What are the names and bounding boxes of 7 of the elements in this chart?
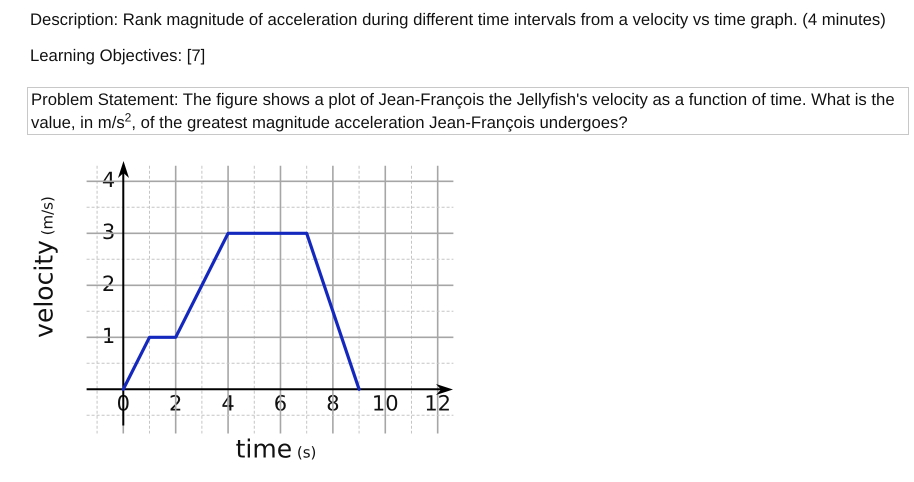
- x-axis-title: time (s): [236, 434, 316, 464]
- text: Problem Statement: The figure shows a plot of Jean-François the Jellyfish's velocity as a function of time. What is the value, in m/s$^{2}$, of the greatest magnitude acceleration Jean-François undergoes?: [27, 87, 909, 135]
- text: Learning Objectives: [7]: [29, 45, 206, 67]
- x-tick-label: 10: [372, 391, 399, 416]
- x-tick-label: 12: [424, 391, 452, 416]
- y-axis-title: velocity (m/s): [30, 196, 58, 338]
- text: Description: Rank magnitude of acceleration during different time intervals from a velocity vs time graph. (4 minutes): [29, 9, 887, 31]
